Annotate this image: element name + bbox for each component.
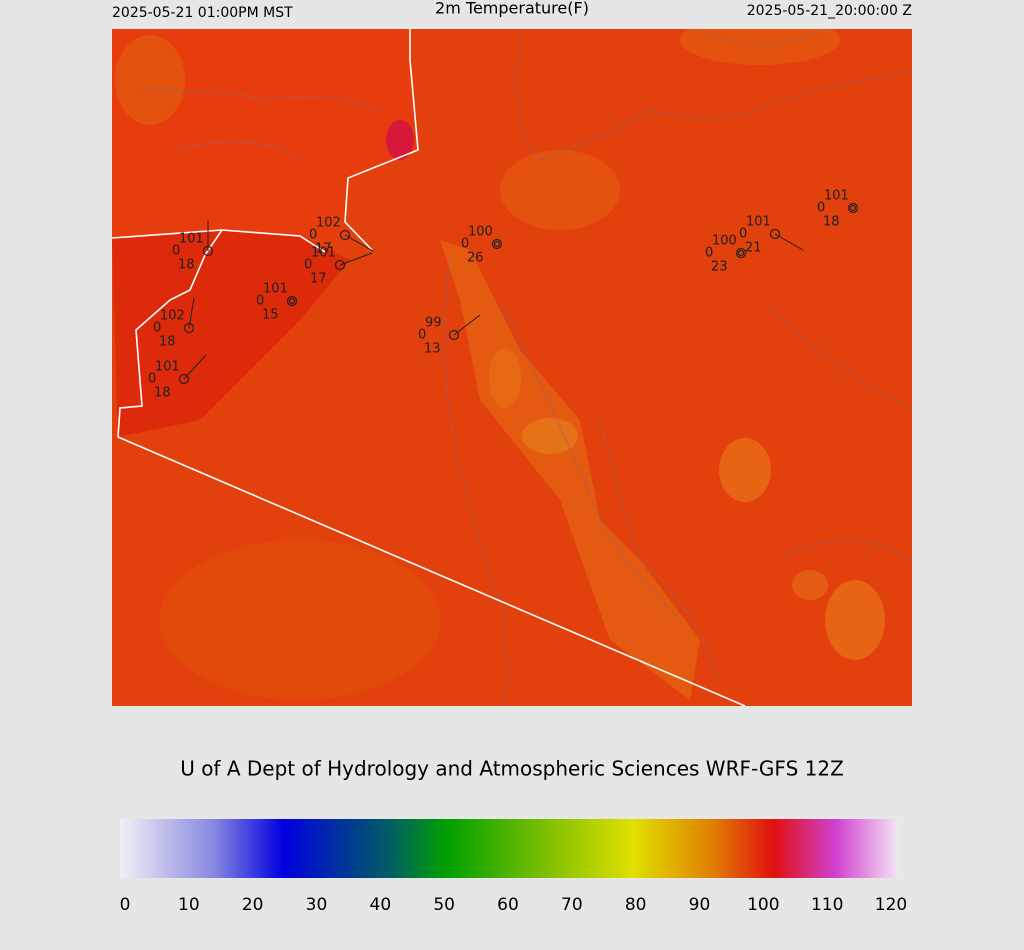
- station-marker: [448, 329, 460, 341]
- calm-ring: [493, 240, 501, 248]
- colorbar-tick-label: 40: [370, 895, 392, 915]
- station-dewpoint: 18: [159, 335, 176, 350]
- station-marker: [178, 373, 190, 385]
- station-mid: 0: [148, 372, 156, 387]
- station-temp: 101: [263, 282, 288, 297]
- wind-barb: [339, 252, 373, 266]
- station-temp: 101: [824, 189, 849, 204]
- station-mid: 0: [705, 246, 713, 261]
- station-marker: [847, 202, 859, 214]
- colorbar-ticks: 0 10 20 30 40 50 60 70 80 90 100 110 120: [120, 895, 908, 915]
- colorbar-tick-label: 110: [811, 895, 843, 915]
- station-dewpoint: 23: [711, 260, 728, 275]
- station-temp: 102: [316, 216, 341, 231]
- wind-barb: [774, 233, 804, 251]
- station-dewpoint: 18: [178, 258, 195, 273]
- wind-barb: [453, 314, 481, 336]
- colorbar-tick-label: 70: [561, 895, 583, 915]
- colorbar-tick-label: 0: [120, 895, 131, 915]
- wind-barb: [188, 297, 195, 329]
- colorbar-tick-label: 100: [747, 895, 779, 915]
- station-temp: 101: [155, 360, 180, 375]
- station-dewpoint: 21: [745, 241, 762, 256]
- colorbar: [120, 819, 898, 878]
- colorbar-tick-label: 50: [433, 895, 455, 915]
- station-mid: 0: [309, 228, 317, 243]
- station-temp: 101: [746, 215, 771, 230]
- valid-time-utc: 2025-05-21_20:00:00 Z: [747, 3, 912, 19]
- colorbar-tick-label: 90: [689, 895, 711, 915]
- credit: U of A Dept of Hydrology and Atmospheric…: [180, 757, 844, 781]
- station-temp: 102: [160, 309, 185, 324]
- station-mid: 0: [256, 294, 264, 309]
- colorbar-tick-label: 20: [242, 895, 264, 915]
- wind-barb: [183, 354, 207, 380]
- station-mid: 0: [172, 244, 180, 259]
- colorbar-tick-label: 30: [306, 895, 328, 915]
- station-temp: 99: [425, 316, 442, 331]
- colorbar-tick-label: 60: [497, 895, 519, 915]
- station-plots: 1010181020171010171010151020181010181000…: [148, 189, 859, 401]
- wind-barb: [344, 234, 374, 252]
- station-temp: 101: [179, 232, 204, 247]
- colorbar-tick-label: 80: [625, 895, 647, 915]
- temperature-field: [112, 29, 912, 706]
- station-mid: 0: [418, 328, 426, 343]
- colorbar-tick-label: 120: [875, 895, 907, 915]
- calm-ring: [849, 204, 857, 212]
- colorbar-tick-label: 10: [178, 895, 200, 915]
- station-dewpoint: 18: [154, 386, 171, 401]
- calm-ring: [288, 297, 296, 305]
- station-dewpoint: 17: [310, 272, 327, 287]
- station-dewpoint: 13: [424, 342, 441, 357]
- station-dewpoint: 15: [262, 308, 279, 323]
- calm-ring: [737, 249, 745, 257]
- station-mid: 0: [461, 237, 469, 252]
- station-dewpoint: 18: [823, 215, 840, 230]
- station-temp: 100: [468, 225, 493, 240]
- station-marker: [735, 247, 747, 259]
- station-temp: 100: [712, 234, 737, 249]
- station-marker: [491, 238, 503, 250]
- station-mid: 0: [304, 258, 312, 273]
- station-temp: 101: [311, 246, 336, 261]
- station-marker: [769, 228, 781, 240]
- station-marker: [339, 229, 351, 241]
- station-marker: [286, 295, 298, 307]
- station-dewpoint: 17: [315, 242, 332, 257]
- station-mid: 0: [153, 321, 161, 336]
- map-title: 2m Temperature(F): [435, 0, 589, 18]
- station-marker: [183, 322, 195, 334]
- station-dewpoint: 26: [467, 251, 484, 266]
- station-mid: 0: [817, 201, 825, 216]
- valid-time-local: 2025-05-21 01:00PM MST: [112, 5, 293, 21]
- station-mid: 0: [739, 227, 747, 242]
- station-marker: [334, 259, 346, 271]
